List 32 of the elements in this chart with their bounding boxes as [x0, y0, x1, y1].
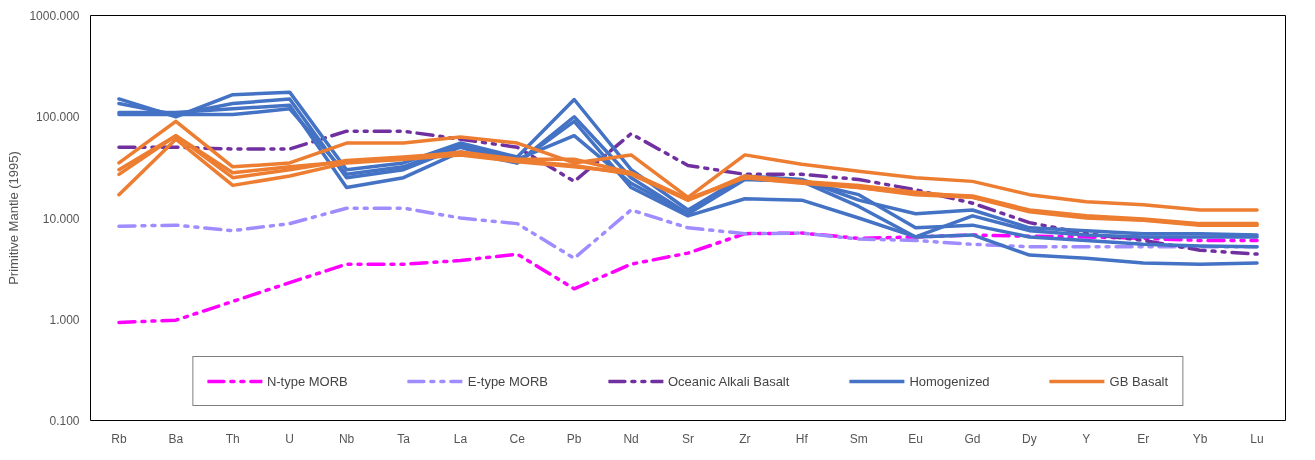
- x-tick-label: Ba: [168, 431, 184, 446]
- x-tick-label: Er: [1137, 431, 1150, 446]
- legend-label: GB Basalt: [1109, 373, 1169, 389]
- x-tick-label: Rb: [111, 431, 127, 446]
- legend-label: Oceanic Alkali Basalt: [667, 373, 790, 389]
- x-tick-label: Zr: [739, 431, 751, 446]
- y-tick-label: 1.000: [49, 312, 80, 327]
- x-tick-label: Nb: [338, 431, 355, 446]
- y-tick-label: 10.000: [42, 211, 80, 226]
- x-tick-label: Gd: [964, 431, 981, 446]
- y-axis-title: Primitive Mantle (1995): [6, 151, 22, 285]
- x-tick-label: Eu: [908, 431, 923, 446]
- x-tick-label: Th: [225, 431, 240, 446]
- x-tick-label: Yb: [1192, 431, 1208, 446]
- x-tick-label: Pb: [566, 431, 582, 446]
- y-tick-label: 0.100: [49, 414, 80, 428]
- x-tick-label: Lu: [1250, 431, 1264, 446]
- x-tick-label: Hf: [795, 431, 809, 446]
- x-tick-label: Ce: [509, 431, 526, 446]
- x-tick-label: U: [285, 431, 295, 446]
- legend-label: Homogenized: [909, 373, 990, 389]
- x-tick-label: Sr: [682, 431, 694, 446]
- x-tick-label: Ta: [397, 431, 411, 446]
- x-tick-label: La: [453, 431, 468, 446]
- y-tick-label: 1000.000: [29, 9, 80, 23]
- x-tick-label: Sm: [849, 431, 868, 446]
- legend-label: N-type MORB: [266, 373, 348, 389]
- x-tick-label: Dy: [1022, 431, 1037, 446]
- x-tick-label: Y: [1082, 431, 1091, 446]
- x-tick-label: Nd: [623, 431, 639, 446]
- legend-label: E-type MORB: [467, 373, 548, 389]
- y-tick-label: 100.000: [36, 110, 80, 125]
